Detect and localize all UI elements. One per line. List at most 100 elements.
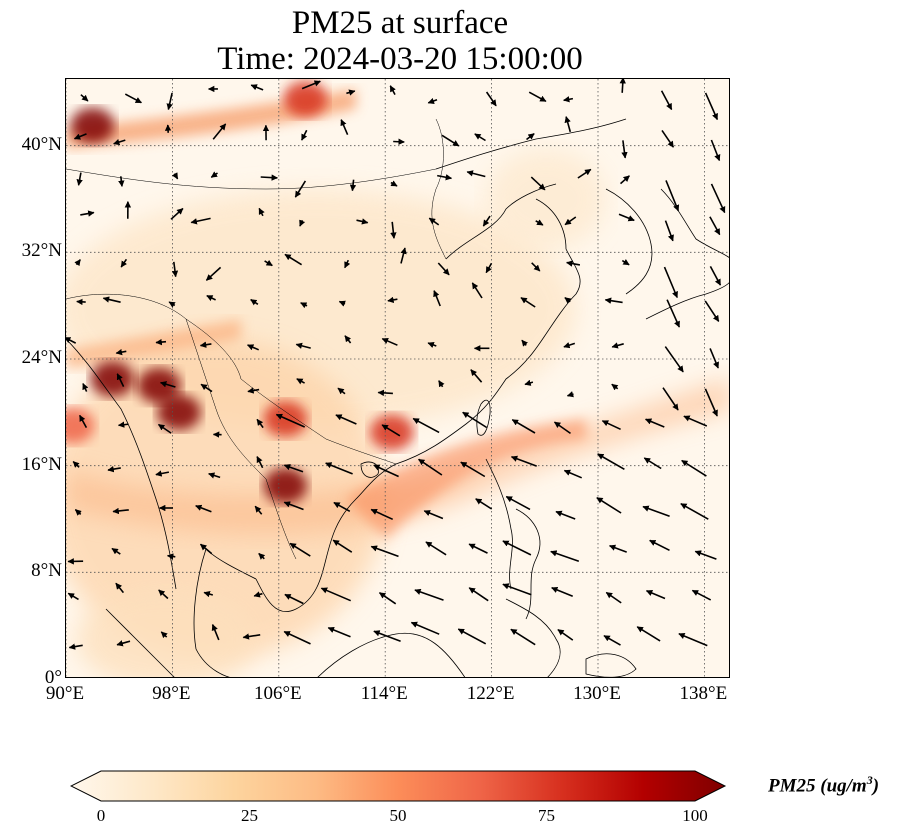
wind-arrow [502, 583, 532, 596]
wind-arrow [603, 635, 621, 646]
wind-arrow [709, 216, 721, 236]
wind-arrow [645, 418, 665, 428]
wind-arrow [155, 470, 170, 477]
wind-arrow [327, 626, 351, 638]
map-subtitle-time: Time: 2024-03-20 15:00:00 [217, 41, 583, 77]
wind-arrow [256, 456, 264, 469]
wind-arrow [427, 341, 437, 348]
wind-arrow [563, 342, 576, 349]
wind-arrow [441, 134, 460, 147]
wind-arrow [535, 219, 544, 226]
wind-arrow [636, 626, 661, 642]
wind-arrow [390, 180, 398, 187]
wind-arrow [76, 298, 86, 306]
wind-arrow [117, 421, 129, 428]
wind-arrow [76, 172, 83, 186]
wind-arrow [120, 258, 128, 268]
wind-arrow [387, 296, 398, 304]
wind-arrow [475, 498, 493, 510]
wind-arrow [195, 504, 212, 513]
wind-arrow [242, 633, 261, 640]
wind-arrow [335, 414, 357, 425]
colorbar-label: PM25 (ug/m3) [768, 773, 880, 797]
wind-arrow [611, 383, 619, 391]
colorbar-tick-label: 50 [389, 806, 407, 825]
wind-arrow [709, 348, 719, 369]
wind-arrow [160, 631, 168, 639]
wind-arrow [200, 383, 213, 393]
wind-arrow [425, 541, 447, 556]
wind-arrow [528, 91, 547, 103]
wind-arrow [283, 501, 304, 511]
wind-arrow [320, 587, 352, 602]
wind-arrow [260, 174, 278, 181]
wind-arrow [349, 179, 357, 192]
wind-arrow [704, 388, 718, 417]
wind-arrow [378, 592, 397, 605]
wind-arrow [564, 296, 572, 304]
wind-arrow [510, 628, 536, 646]
wind-arrow [609, 544, 627, 553]
wind-arrow [74, 259, 81, 267]
wind-arrow [414, 588, 444, 601]
wind-arrow [510, 455, 537, 467]
wind-arrow [113, 139, 126, 146]
wind-arrow [212, 123, 227, 140]
wind-arrow [390, 221, 397, 239]
wind-arrow [68, 643, 83, 650]
wind-arrow [597, 453, 625, 470]
pm25-hotspot-northern-myanmar [90, 361, 135, 397]
wind-arrow [482, 215, 491, 227]
wind-arrow [373, 630, 401, 643]
pm25-hotspot-myanmar-thailand-border [137, 367, 182, 404]
wind-arrow [563, 469, 583, 479]
wind-arrow [563, 96, 574, 103]
wind-arrow [158, 589, 169, 600]
wind-arrow [645, 590, 666, 600]
wind-arrow [370, 545, 399, 558]
wind-arrow [381, 424, 401, 437]
wind-arrow [115, 582, 125, 594]
wind-arrow [72, 461, 80, 468]
wind-arrow [524, 379, 534, 386]
wind-arrow [649, 539, 670, 552]
wind-arrow [418, 458, 443, 476]
wind-arrow [208, 472, 221, 479]
wind-arrow [433, 290, 441, 307]
wind-arrow [577, 168, 592, 179]
wind-arrow [301, 80, 321, 90]
colorbar-tick-label: 25 [241, 806, 258, 825]
wind-arrow [621, 259, 630, 266]
wind-arrow [170, 207, 184, 220]
wind-arrow [258, 552, 266, 560]
wind-arrow [168, 301, 176, 308]
wind-arrow [253, 591, 263, 598]
wind-arrow [373, 464, 399, 478]
wind-arrow [82, 383, 89, 392]
longitude-tick-label: 122°E [466, 683, 515, 704]
longitude-tick-label: 106°E [253, 683, 302, 704]
wind-arrow [344, 259, 351, 269]
wind-arrow [611, 342, 624, 349]
wind-arrow [474, 133, 486, 142]
wind-arrow [642, 505, 670, 518]
wind-arrow [665, 180, 680, 212]
wind-arrow [166, 92, 173, 111]
wind-arrow [505, 495, 531, 511]
wind-arrow [203, 591, 214, 598]
wind-arrow [300, 302, 308, 309]
wind-arrow [619, 175, 630, 185]
longitude-tick-label: 130°E [573, 683, 621, 704]
wind-arrow [664, 346, 684, 373]
wind-arrow [643, 457, 662, 470]
wind-arrow [250, 84, 264, 91]
wind-arrow [80, 210, 95, 217]
latitude-tick-label: 40°N [21, 133, 62, 155]
wind-arrow [437, 174, 453, 181]
wind-arrow [564, 116, 572, 133]
wind-arrow [107, 465, 121, 473]
colorbar-tick-label: 100 [682, 806, 708, 825]
wind-arrow [344, 335, 352, 344]
wind-arrow [437, 262, 450, 276]
wind-arrow [621, 140, 628, 159]
